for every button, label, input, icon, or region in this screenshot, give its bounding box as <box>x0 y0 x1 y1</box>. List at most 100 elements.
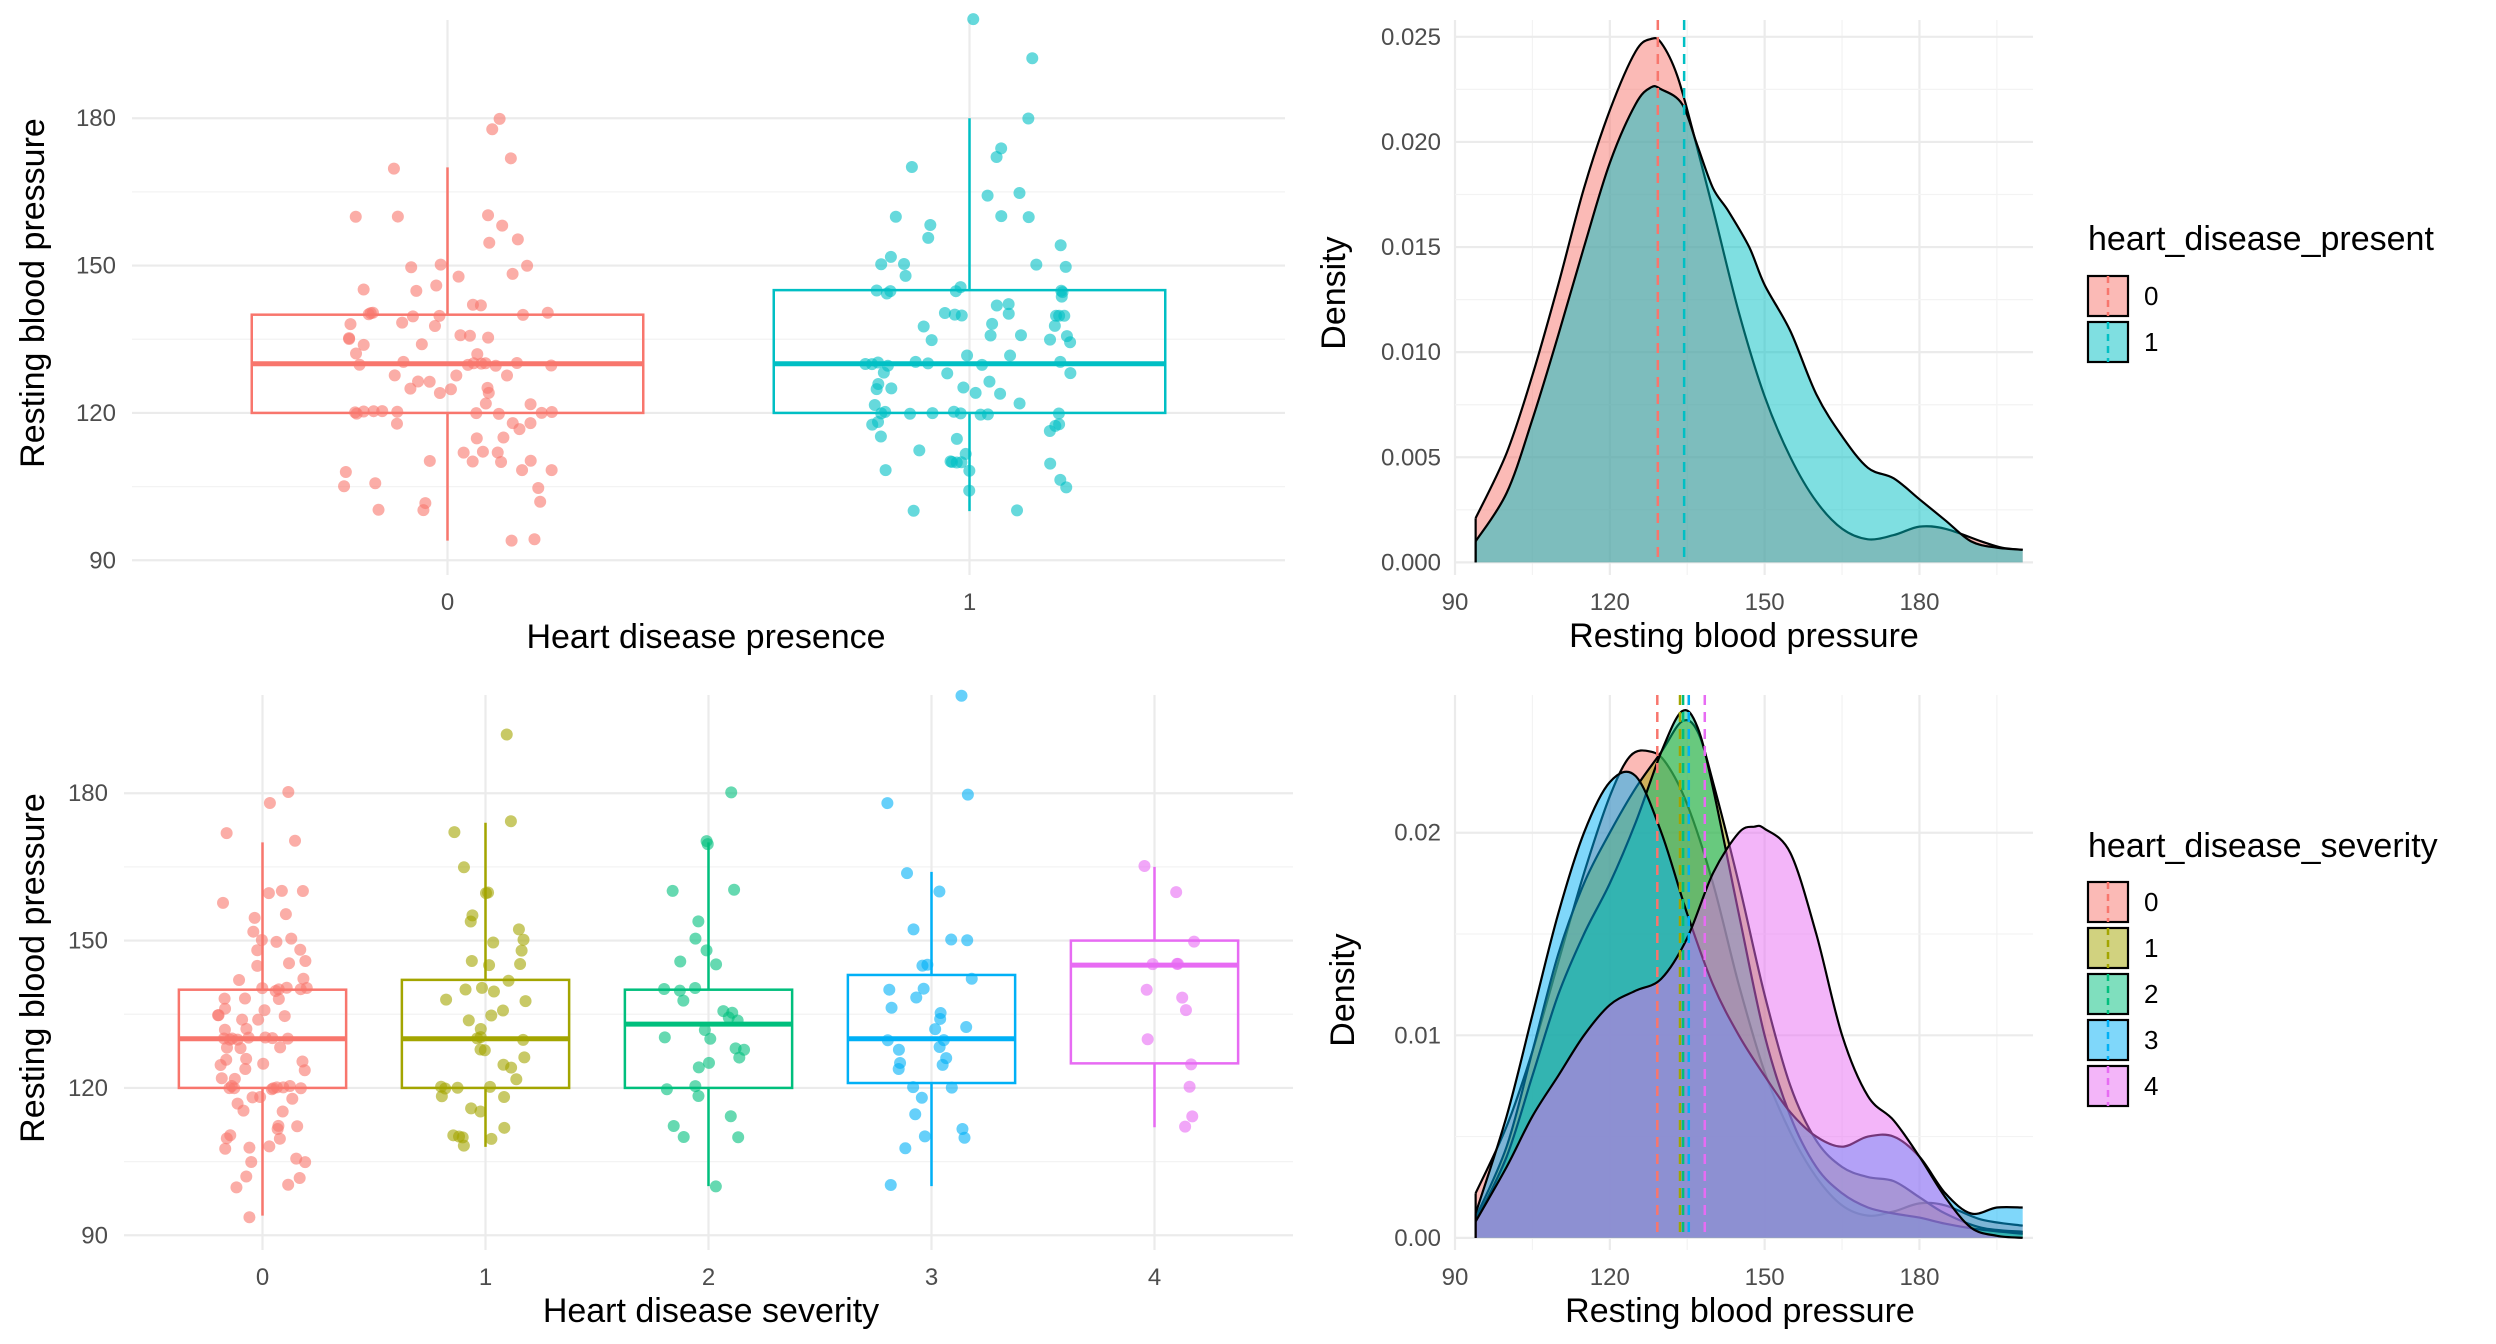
data-point <box>487 936 500 949</box>
data-point <box>673 984 686 997</box>
x-tick-label: 120 <box>1590 589 1630 616</box>
data-point <box>243 1211 256 1224</box>
density-series-4 <box>1474 824 2023 1239</box>
data-point <box>677 1131 690 1144</box>
data-point <box>666 884 679 897</box>
data-point <box>505 534 518 547</box>
data-point <box>212 1009 225 1022</box>
data-point <box>483 236 496 249</box>
data-point <box>698 1023 711 1036</box>
data-point <box>497 431 510 444</box>
data-point <box>280 981 293 994</box>
y-axis-title: Density <box>1315 236 1353 349</box>
legend-title: heart_disease_severity <box>2088 827 2438 865</box>
data-point <box>961 788 974 801</box>
data-point <box>391 405 404 418</box>
data-point <box>1179 1004 1192 1017</box>
data-point <box>677 994 690 1007</box>
data-point <box>282 786 295 799</box>
data-point <box>1044 457 1057 470</box>
data-point <box>514 958 527 971</box>
data-point <box>883 983 896 996</box>
data-point <box>294 983 307 996</box>
data-point <box>233 973 246 986</box>
data-point <box>344 318 357 331</box>
data-point <box>907 923 920 936</box>
data-point <box>885 1001 898 1014</box>
data-point <box>273 1132 286 1145</box>
y-tick-label: 0.010 <box>1381 339 1441 366</box>
data-point <box>1013 397 1026 410</box>
x-tick-label: 4 <box>1148 1264 1161 1291</box>
data-point <box>532 481 545 494</box>
x-axis-title: Heart disease severity <box>543 1292 879 1330</box>
data-point <box>974 408 987 421</box>
x-tick-label: 90 <box>1442 589 1469 616</box>
data-point <box>868 398 881 411</box>
data-point <box>885 382 898 395</box>
data-point <box>297 972 310 985</box>
data-point <box>1052 407 1065 420</box>
points-group-1 <box>435 728 532 1152</box>
data-point <box>234 1042 247 1055</box>
legend-label: 0 <box>2144 281 2158 311</box>
density-series-1 <box>1474 85 2023 563</box>
data-point <box>689 932 702 945</box>
points-group-1 <box>859 13 1077 517</box>
data-point <box>924 218 937 231</box>
data-point <box>252 1013 265 1026</box>
data-point <box>476 445 489 458</box>
data-point <box>1055 290 1068 303</box>
data-point <box>1050 309 1063 322</box>
data-point <box>474 1105 487 1118</box>
data-point <box>945 933 958 946</box>
y-tick-label: 90 <box>81 1222 108 1249</box>
data-point <box>967 13 980 26</box>
data-point <box>218 992 231 1005</box>
data-point <box>465 954 478 967</box>
boxplot-3 <box>846 871 1017 1187</box>
data-point <box>884 1178 897 1191</box>
data-point <box>704 1032 717 1045</box>
data-point <box>884 250 897 263</box>
data-point <box>339 466 352 479</box>
data-point <box>435 1090 448 1103</box>
boxplot-1 <box>772 118 1167 512</box>
data-point <box>1054 239 1067 252</box>
data-point <box>725 786 738 799</box>
data-point <box>482 386 495 399</box>
data-point <box>366 306 379 319</box>
data-point <box>907 504 920 517</box>
data-point <box>214 1058 227 1071</box>
x-tick-label: 0 <box>441 589 454 616</box>
data-point <box>397 355 410 368</box>
data-point <box>237 1104 250 1117</box>
data-point <box>879 464 892 477</box>
y-tick-label: 0.02 <box>1394 820 1441 847</box>
data-point <box>949 285 962 298</box>
tick-labels: 90 120 150 180 0.000 0.005 0.010 0.015 0.020 0.02… <box>1381 24 1940 616</box>
legend-presence: heart_disease_present 0 1 <box>2086 220 2434 364</box>
data-point <box>258 1004 271 1017</box>
data-point <box>901 867 914 880</box>
data-point <box>430 279 443 292</box>
data-point <box>957 381 970 394</box>
data-point <box>230 1181 243 1194</box>
data-point <box>475 981 488 994</box>
data-point <box>1059 260 1072 273</box>
data-point <box>491 446 504 459</box>
data-point <box>470 432 483 445</box>
data-point <box>487 985 500 998</box>
y-axis-title: Density <box>1324 933 1362 1046</box>
data-point <box>921 958 934 971</box>
data-point <box>728 883 741 896</box>
legend-item-1: 1 <box>2086 320 2158 364</box>
legend-label: 3 <box>2144 1025 2158 1055</box>
data-point <box>470 407 483 420</box>
data-point <box>299 954 312 967</box>
data-point <box>486 123 499 136</box>
y-tick-label: 180 <box>76 105 116 132</box>
grid <box>132 20 1285 575</box>
data-point <box>1188 935 1201 948</box>
data-point <box>372 503 385 516</box>
